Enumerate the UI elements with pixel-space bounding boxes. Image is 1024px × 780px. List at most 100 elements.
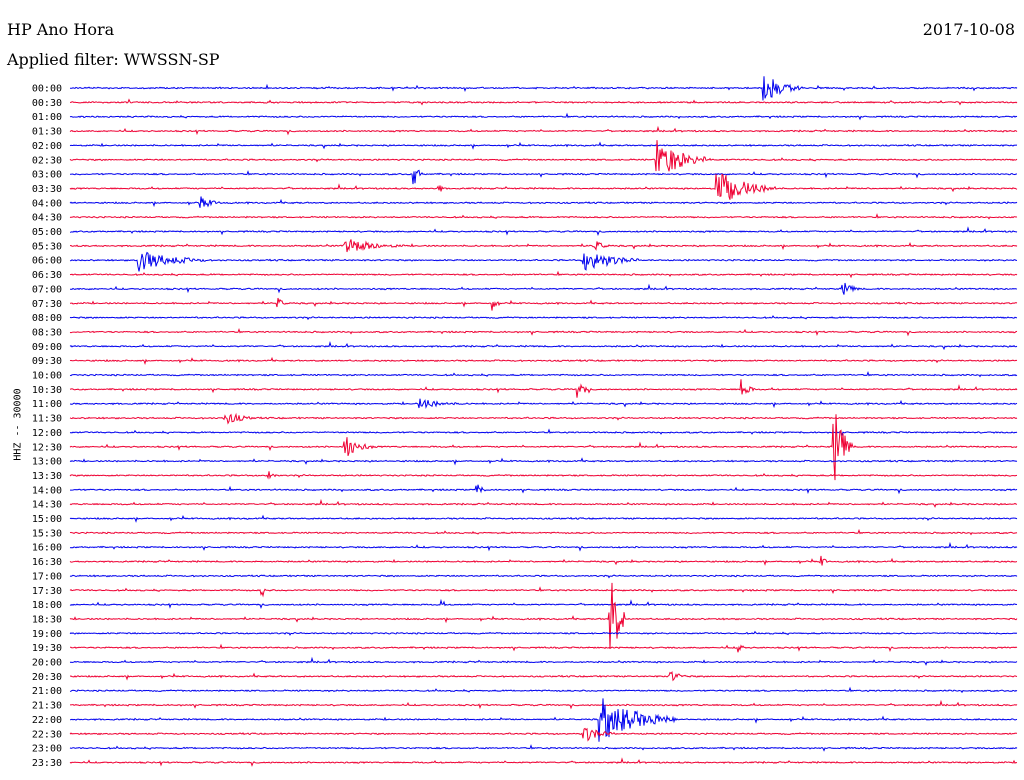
trace-line — [70, 643, 1018, 653]
trace-line — [69, 270, 1018, 279]
time-tick-label: 18:30 — [32, 614, 62, 625]
time-tick-label: 18:00 — [32, 600, 62, 611]
trace-line — [69, 670, 1018, 682]
trace-line — [69, 757, 1018, 767]
trace-line — [69, 169, 1017, 185]
trace-line — [69, 251, 1017, 272]
time-tick-label: 12:30 — [32, 442, 62, 453]
time-tick-label: 14:00 — [32, 485, 62, 496]
trace-line — [69, 414, 1018, 481]
time-tick-label: 13:30 — [32, 471, 62, 482]
time-tick-label: 20:30 — [32, 672, 62, 683]
trace-line — [69, 514, 1018, 523]
trace-line — [69, 457, 1018, 466]
trace-line — [69, 598, 1018, 610]
trace-line — [70, 98, 1018, 106]
time-tick-label: 01:30 — [32, 127, 62, 138]
trace-line — [69, 327, 1018, 337]
trace-line — [69, 140, 1018, 172]
trace-line — [69, 528, 1018, 536]
time-tick-label: 02:00 — [32, 141, 62, 152]
time-tick-label: 11:00 — [32, 399, 62, 410]
trace-line — [70, 699, 1018, 710]
trace-line — [69, 76, 1018, 101]
time-tick-label: 23:00 — [32, 744, 62, 755]
trace-line — [69, 698, 1018, 742]
trace-line — [69, 112, 1018, 121]
trace-line — [69, 125, 1018, 136]
time-tick-label: 03:00 — [32, 170, 62, 181]
filter-subtitle: Applied filter: WWSSN-SP — [7, 50, 220, 69]
time-tick-label: 21:00 — [32, 686, 62, 697]
time-tick-label: 00:00 — [32, 84, 62, 95]
time-tick-label: 21:30 — [32, 701, 62, 712]
time-tick-label: 22:30 — [32, 729, 62, 740]
trace-line — [69, 370, 1018, 378]
time-tick-label: 04:30 — [32, 213, 62, 224]
trace-line — [69, 541, 1018, 552]
time-tick-label: 09:00 — [32, 342, 62, 353]
time-tick-label: 15:30 — [32, 528, 62, 539]
time-tick-label: 22:00 — [32, 715, 62, 726]
trace-line — [69, 356, 1018, 365]
time-tick-label: 08:00 — [32, 313, 62, 324]
time-tick-label: 09:30 — [32, 356, 62, 367]
time-tick-label: 17:00 — [32, 571, 62, 582]
trace-line — [69, 686, 1018, 694]
time-tick-label: 19:30 — [32, 643, 62, 654]
time-tick-label: 05:00 — [32, 227, 62, 238]
time-tick-label: 20:00 — [32, 658, 62, 669]
time-tick-label: 19:00 — [32, 629, 62, 640]
trace-line — [69, 428, 1018, 437]
trace-line — [69, 379, 1018, 398]
trace-line — [69, 656, 1018, 666]
trace-line — [69, 412, 1018, 425]
date-label: 2017-10-08 — [922, 20, 1015, 39]
trace-line — [69, 173, 1018, 200]
trace-line — [69, 213, 1018, 220]
trace-line — [69, 582, 1018, 650]
time-tick-label: 07:30 — [32, 299, 62, 310]
time-tick-label: 16:30 — [32, 557, 62, 568]
trace-line — [69, 498, 1018, 508]
trace-line — [69, 196, 1018, 208]
time-tick-label: 07:00 — [32, 284, 62, 295]
trace-line — [69, 574, 1018, 579]
trace-line — [70, 484, 1018, 495]
trace-line — [69, 226, 1018, 236]
trace-line — [69, 341, 1018, 351]
time-tick-label: 13:00 — [32, 457, 62, 468]
time-tick-label: 03:30 — [32, 184, 62, 195]
station-title: HP Ano Hora — [7, 20, 115, 39]
time-tick-label: 14:30 — [32, 500, 62, 511]
trace-line — [69, 727, 1018, 742]
trace-line — [69, 297, 1018, 311]
trace-line — [69, 586, 1018, 598]
trace-line — [69, 630, 1018, 636]
time-tick-label: 15:00 — [32, 514, 62, 525]
time-tick-label: 12:00 — [32, 428, 62, 439]
trace-line — [69, 555, 1018, 566]
trace-line — [69, 282, 1018, 295]
time-tick-label: 06:30 — [32, 270, 62, 281]
time-tick-label: 16:00 — [32, 543, 62, 554]
trace-line — [69, 239, 1018, 253]
trace-line — [69, 398, 1018, 409]
time-tick-label: 08:30 — [32, 327, 62, 338]
trace-line — [69, 744, 1018, 752]
trace-line — [69, 471, 1018, 480]
time-tick-label: 11:30 — [32, 414, 62, 425]
time-tick-label: 02:30 — [32, 155, 62, 166]
time-tick-label: 01:00 — [32, 112, 62, 123]
time-tick-label: 17:30 — [32, 586, 62, 597]
time-tick-label: 00:30 — [32, 98, 62, 109]
time-tick-label: 10:30 — [32, 385, 62, 396]
time-tick-label: 06:00 — [32, 256, 62, 267]
time-tick-label: 23:30 — [32, 758, 62, 769]
trace-line — [69, 141, 1018, 150]
time-tick-label: 04:00 — [32, 198, 62, 209]
trace-line — [69, 315, 1018, 321]
time-tick-label: 10:00 — [32, 371, 62, 382]
time-tick-label: 05:30 — [32, 241, 62, 252]
